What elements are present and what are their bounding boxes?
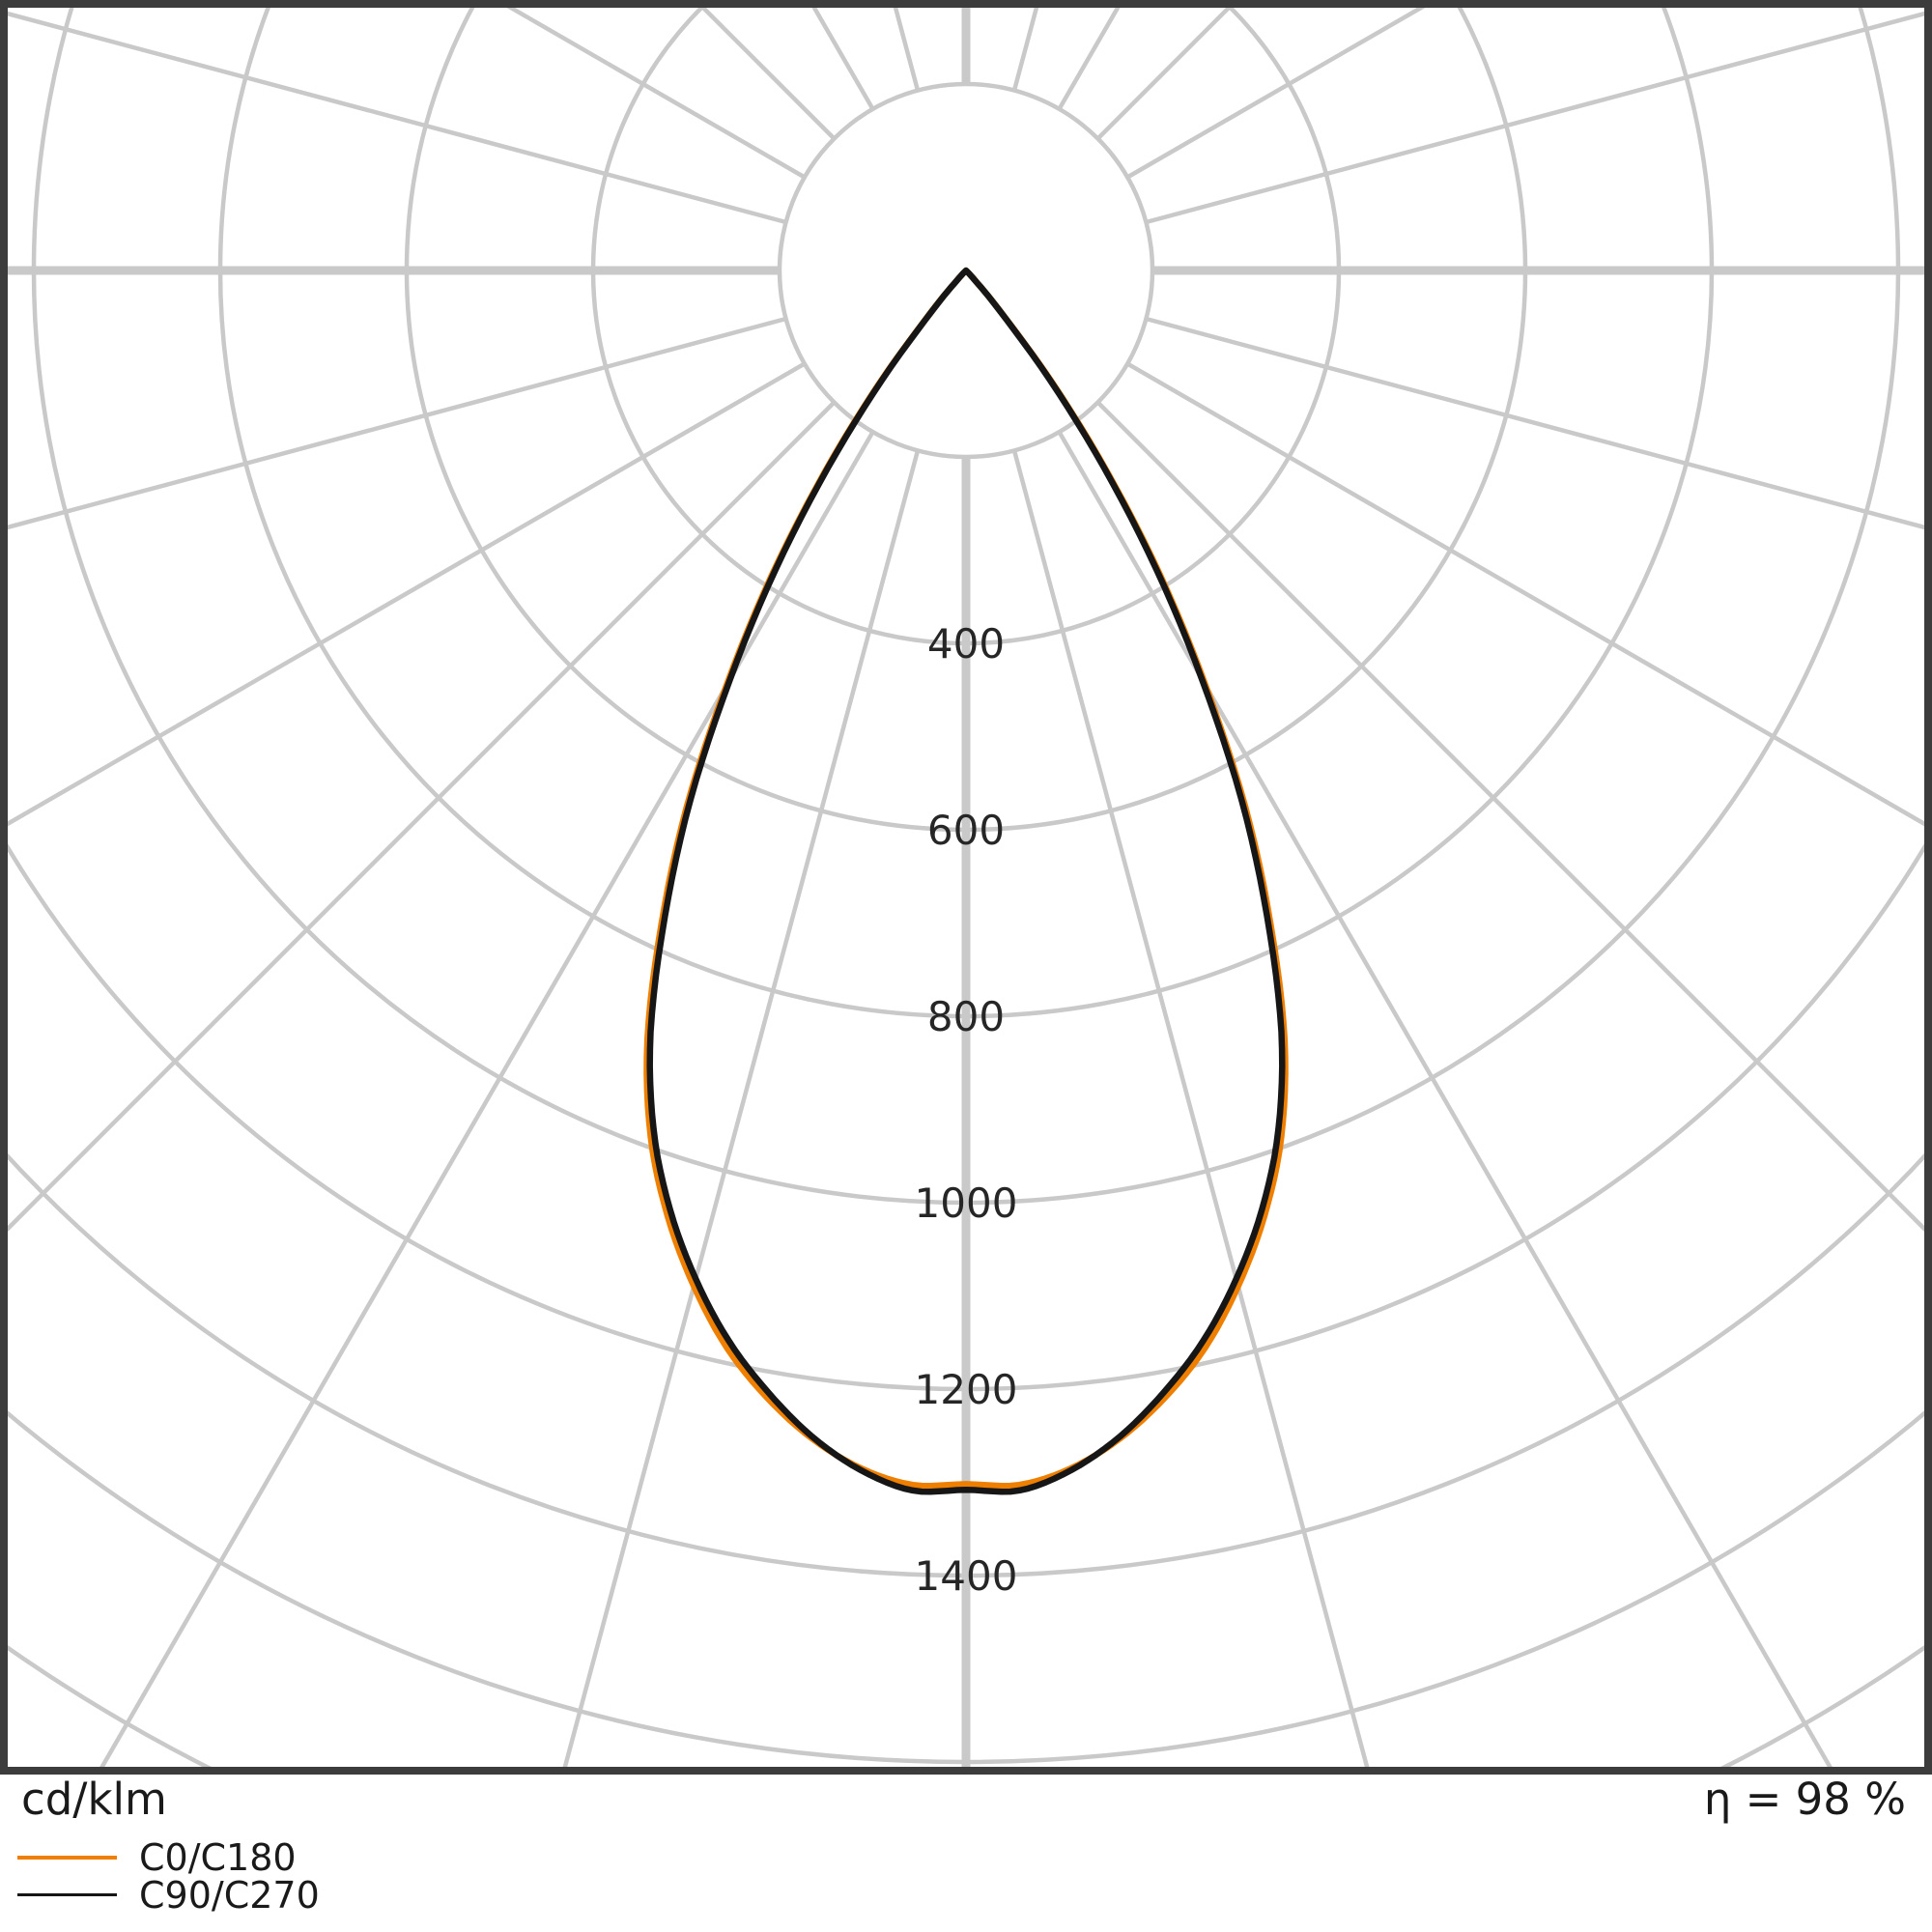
- plot-border: [0, 0, 1932, 1775]
- grid-radial-line: [1011, 449, 1372, 1775]
- radial-tick-label: 1200: [915, 1366, 1018, 1413]
- legend-label-c90-c270: C90/C270: [139, 1873, 320, 1917]
- grid-radial-line: [692, 0, 837, 141]
- efficiency-label: η = 98 %: [1703, 1774, 1906, 1825]
- radial-tick-label: 400: [927, 620, 1005, 668]
- radial-tick-label: 600: [927, 807, 1005, 854]
- legend-row-c0-c180: C0/C180: [17, 1838, 320, 1876]
- grid-radial-line: [95, 430, 875, 1775]
- grid-radial-line: [1057, 430, 1837, 1775]
- polar-plot: 400 600 800 1000 1200 1400: [0, 0, 1932, 1775]
- legend-line-c0-c180-icon: [17, 1855, 117, 1860]
- radial-tick-label: 1000: [915, 1179, 1018, 1227]
- legend-line-c90-c270-icon: [17, 1893, 117, 1896]
- units-label: cd/klm: [21, 1774, 167, 1825]
- grid-radial-line: [0, 316, 787, 532]
- legend-row-c90-c270: C90/C270: [17, 1876, 320, 1914]
- grid-radial-line: [560, 449, 921, 1775]
- legend-label-c0-c180: C0/C180: [139, 1835, 297, 1879]
- grid-radial-line: [1145, 316, 1932, 532]
- radial-tick-label: 1400: [915, 1552, 1018, 1600]
- grid-radial-line: [1145, 9, 1932, 225]
- grid-radial-line: [1095, 400, 1932, 1240]
- grid-radial-line: [0, 400, 837, 1240]
- grid-radial-line: [1095, 0, 1240, 141]
- radial-tick-label: 800: [927, 993, 1005, 1040]
- legend: C0/C180 C90/C270: [17, 1838, 320, 1914]
- grid-radial-line: [0, 361, 807, 831]
- grid-radial-line: [0, 9, 787, 225]
- grid-radial-line: [1125, 361, 1932, 831]
- series-curve-c90-c270: [646, 267, 1286, 1495]
